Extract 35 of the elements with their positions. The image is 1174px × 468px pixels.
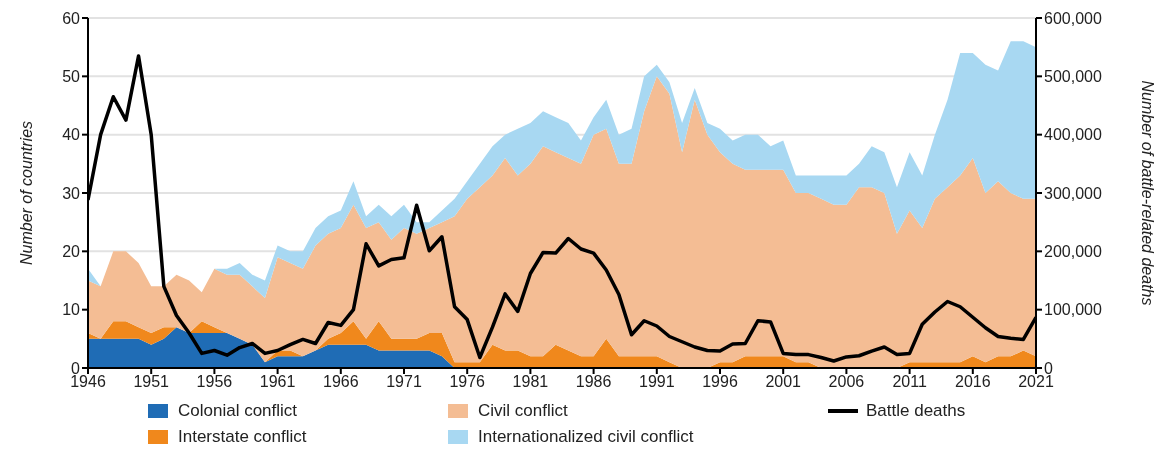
- y-tick-label: 60: [62, 9, 81, 27]
- y-axis-title: Number of countries: [17, 120, 35, 266]
- x-tick-label: 2006: [828, 373, 865, 391]
- x-tick-label: 2021: [1018, 373, 1054, 391]
- y2-tick-label: 500,000: [1044, 68, 1102, 86]
- x-tick-label: 1976: [449, 373, 486, 391]
- y2-tick-label: 400,000: [1044, 126, 1102, 144]
- y-tick-label: 30: [62, 184, 81, 202]
- y2-tick-label: 100,000: [1044, 301, 1102, 319]
- x-tick-label: 2011: [892, 373, 927, 391]
- legend-label: Interstate conflict: [178, 427, 307, 447]
- y2-axis-title: Number of battle-related deaths: [1139, 80, 1157, 306]
- y-tick-label: 10: [62, 301, 81, 319]
- x-tick-label: 2016: [955, 373, 991, 391]
- y-tick-label: 20: [62, 243, 81, 261]
- legend-label: Internationalized civil conflict: [478, 427, 694, 447]
- legend-label: Colonial conflict: [178, 401, 298, 421]
- x-tick-label: 1946: [70, 373, 106, 391]
- y2-tick-label: 600,000: [1044, 9, 1102, 27]
- x-tick-label: 1956: [196, 373, 233, 391]
- x-tick-label: 1996: [702, 373, 738, 391]
- x-tick-label: 1951: [133, 373, 170, 391]
- legend-label: Battle deaths: [866, 401, 966, 421]
- y2-tick-label: 200,000: [1044, 243, 1102, 261]
- x-tick-label: 1991: [639, 373, 675, 391]
- x-tick-label: 1966: [323, 373, 359, 391]
- x-tick-label: 1981: [512, 373, 549, 391]
- y-tick-label: 40: [62, 126, 81, 144]
- y-tick-label: 50: [62, 68, 81, 86]
- x-tick-label: 1986: [575, 373, 612, 391]
- x-tick-label: 2001: [765, 373, 802, 391]
- legend-label: Civil conflict: [478, 401, 568, 421]
- x-tick-label: 1961: [259, 373, 296, 391]
- x-tick-label: 1971: [386, 373, 422, 391]
- y2-tick-label: 300,000: [1044, 184, 1102, 202]
